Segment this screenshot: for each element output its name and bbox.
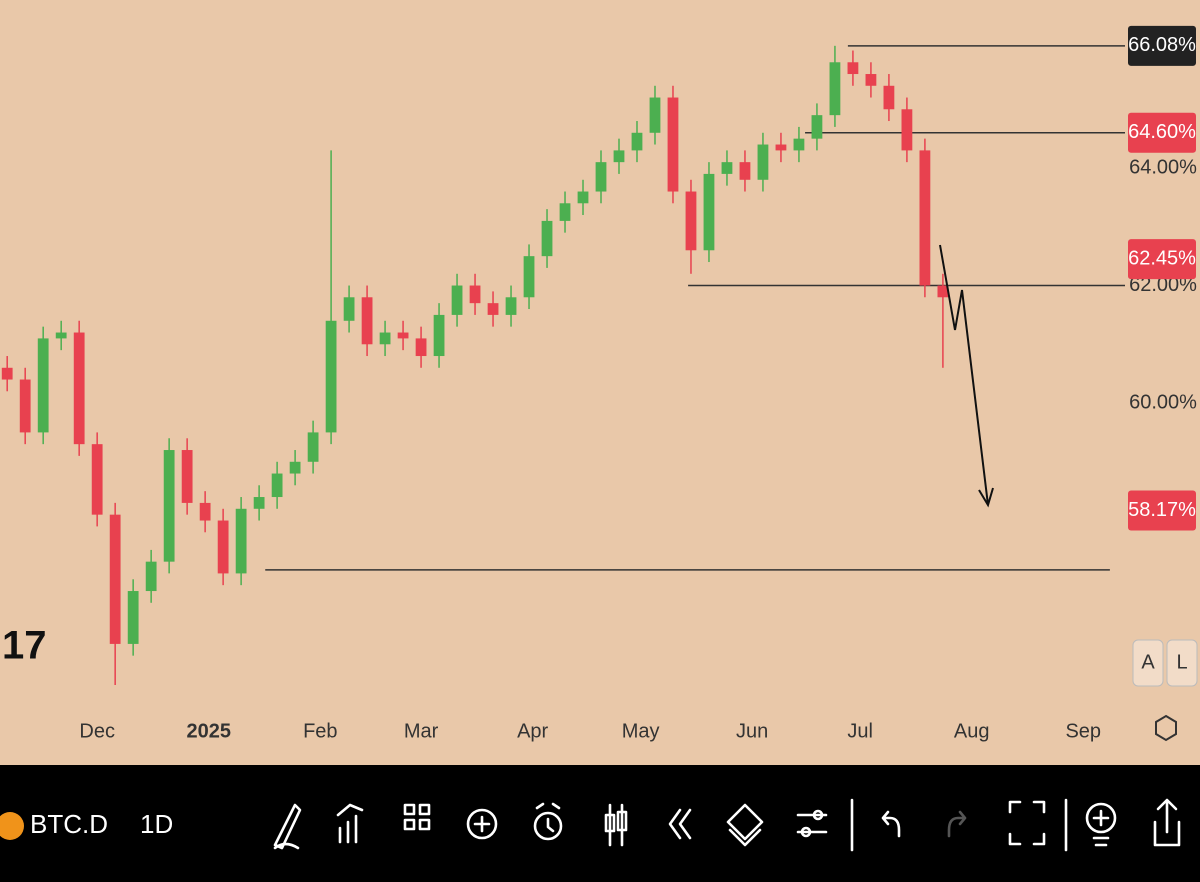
candle-body [505,297,517,315]
candle-body [451,285,463,315]
candle-body [613,150,625,163]
candle-body [127,591,139,644]
x-tick-label: Sep [1065,720,1101,742]
x-tick-label: Jun [736,720,768,742]
candle-body [721,162,733,174]
price-badge-label: 64.60% [1128,121,1196,143]
interval[interactable]: 1D [140,809,173,839]
symbol[interactable]: BTC.D [30,809,108,839]
x-tick-label: Feb [303,720,337,742]
x-tick-label: Jul [847,720,873,742]
candle-body [919,150,931,286]
candle-body [631,132,643,151]
candle-body [847,62,859,75]
candle-body [361,297,373,345]
price-badge [1128,112,1196,153]
price-badge-label: 66.08% [1128,34,1196,56]
x-tick-label: Aug [954,720,990,742]
logo: 17 [2,624,47,668]
candle-body [739,162,751,180]
price-badge-label: 58.17% [1128,499,1196,521]
candle-body [541,220,553,257]
plot-area: Dec 2025 Feb Mar Apr May Jun Jul Aug Sep 64.00% 62.… [1,25,1197,742]
price-badge [1128,490,1196,531]
background [0,0,1200,765]
candle-body [703,173,715,251]
candle-body [1,367,13,380]
candle-body [181,450,193,503]
candle-body [109,514,121,644]
price-badge [1128,25,1196,66]
candle-body [55,332,67,339]
candle-body [829,62,841,116]
candle-body [253,497,265,509]
toolbar-icons[interactable] [273,798,1181,852]
candle-body [811,115,823,139]
candle-body [865,74,877,86]
scale-button-label[interactable]: L [1176,651,1187,673]
price-badge [1128,239,1196,280]
candle-body [433,314,445,357]
settings-icon[interactable] [1155,714,1177,742]
x-tick-label: May [622,720,660,742]
candle-body [793,138,805,151]
candle-body [415,338,427,357]
candle-body [379,332,391,345]
x-tick-label: Mar [404,720,439,742]
price-badge-label: 62.45% [1128,247,1196,269]
candle-body [307,432,319,462]
candle-body [199,502,211,521]
candle-body [559,203,571,221]
candle-body [757,144,769,180]
arrow-head [978,487,994,508]
candle-body [649,97,661,133]
toolbar [0,765,1200,882]
candle-body [163,450,175,562]
candle-body [91,444,103,515]
candle-body [487,303,499,315]
x-tick-label: Dec [79,720,115,742]
scale-button[interactable] [1132,639,1164,687]
candle-body [145,561,157,592]
candle-body [289,461,301,474]
candle-body [271,473,283,498]
scale-button[interactable] [1166,639,1198,687]
x-tick-label: Apr [517,720,548,742]
candle-body [901,109,913,151]
coin-icon [0,812,24,840]
candle-body [235,508,247,574]
candle-body [469,285,481,304]
drawn-arrow [939,244,989,506]
scale-button-label[interactable]: A [1141,651,1155,673]
candle-body [217,520,229,574]
candle-body [19,379,31,433]
candle-body [523,256,535,298]
candle-body [325,320,337,433]
candle-body [73,332,85,445]
candle-body [685,191,697,251]
candle-body [397,332,409,339]
x-tick-label: 2025 [186,720,231,742]
candle-body [343,297,355,321]
y-tick-label: 62.00% [1129,274,1197,296]
candle-body [595,162,607,192]
candle-body [883,85,895,110]
candle-body [667,97,679,192]
candle-body [775,144,787,151]
candle-body [937,285,949,298]
y-tick-label: 60.00% [1129,391,1197,413]
candle-body [577,191,589,204]
candle-body [37,338,49,433]
y-tick-label: 64.00% [1129,156,1197,178]
